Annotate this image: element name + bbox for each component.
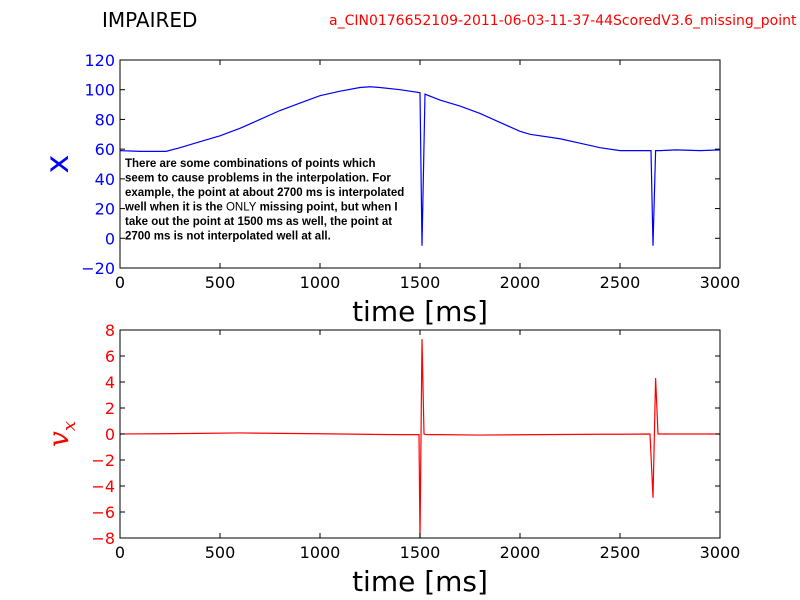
y-tick-label: 2 (105, 399, 115, 418)
x-tick-label: 0 (115, 273, 125, 292)
x-tick-label: 1000 (300, 273, 341, 292)
x-tick-label: 1500 (400, 273, 441, 292)
annotation-line: example, the point at about 2700 ms is i… (125, 187, 404, 199)
x-tick-label: 3000 (700, 273, 741, 292)
y-tick-label: 0 (105, 229, 115, 248)
x-tick-label: 2000 (500, 543, 541, 562)
annotation-line: 2700 ms is not interpolated well at all. (125, 231, 331, 243)
annotation-line: well when it is the ONLY missing point, … (124, 202, 398, 214)
velocity-chart: 0 500 1000 1500 2000 2500 3000 −8 −6 −4 −2 0 2 4 6 8 tim… (42, 321, 740, 598)
x-tick-label: 500 (205, 543, 236, 562)
x-tick-label: 3000 (700, 543, 741, 562)
figure-title-left: IMPAIRED (102, 8, 197, 32)
y-tick-label: −8 (91, 529, 115, 548)
figure-title-right: a_CIN0176652109-2011-06-03-11-37-44Score… (329, 13, 797, 29)
x-tick-label: 2000 (500, 273, 541, 292)
x-tick-label: 1000 (300, 543, 341, 562)
y-tick-label: 8 (105, 321, 115, 340)
x-tick-label: 1500 (400, 543, 441, 562)
x-axis-label: time [ms] (352, 565, 488, 598)
annotation-line: There are some combinations of points wh… (125, 158, 375, 170)
annotation-line: seem to cause problems in the interpolat… (125, 173, 391, 185)
y-tick-label: −2 (91, 451, 115, 470)
y-tick-label: 40 (95, 170, 115, 189)
x-axis-label: time [ms] (352, 295, 488, 328)
y-tick-label: 4 (105, 373, 115, 392)
x-tick-label: 2500 (600, 273, 641, 292)
y-tick-label: −6 (91, 503, 115, 522)
series-line-0 (120, 86, 720, 246)
y-axis-label: x (38, 155, 76, 174)
series-line-0 (120, 339, 720, 538)
y-tick-label: 20 (95, 200, 115, 219)
x-tick-label: 500 (205, 273, 236, 292)
y-tick-label: −20 (81, 259, 115, 278)
x-tick-label: 2500 (600, 543, 641, 562)
y-tick-label: 100 (84, 81, 115, 100)
y-tick-label: 0 (105, 425, 115, 444)
y-axis-label: vx (42, 421, 80, 447)
y-tick-label: 60 (95, 140, 115, 159)
position-chart: 0 500 1000 1500 2000 2500 3000−200204060801001… (38, 51, 740, 328)
y-tick-label: 120 (84, 51, 115, 70)
y-tick-label: 80 (95, 110, 115, 129)
y-tick-label: −4 (91, 477, 115, 496)
y-tick-label: 6 (105, 347, 115, 366)
x-tick-label: 0 (115, 543, 125, 562)
annotation-line: take out the point at 1500 ms as well, t… (125, 216, 392, 228)
